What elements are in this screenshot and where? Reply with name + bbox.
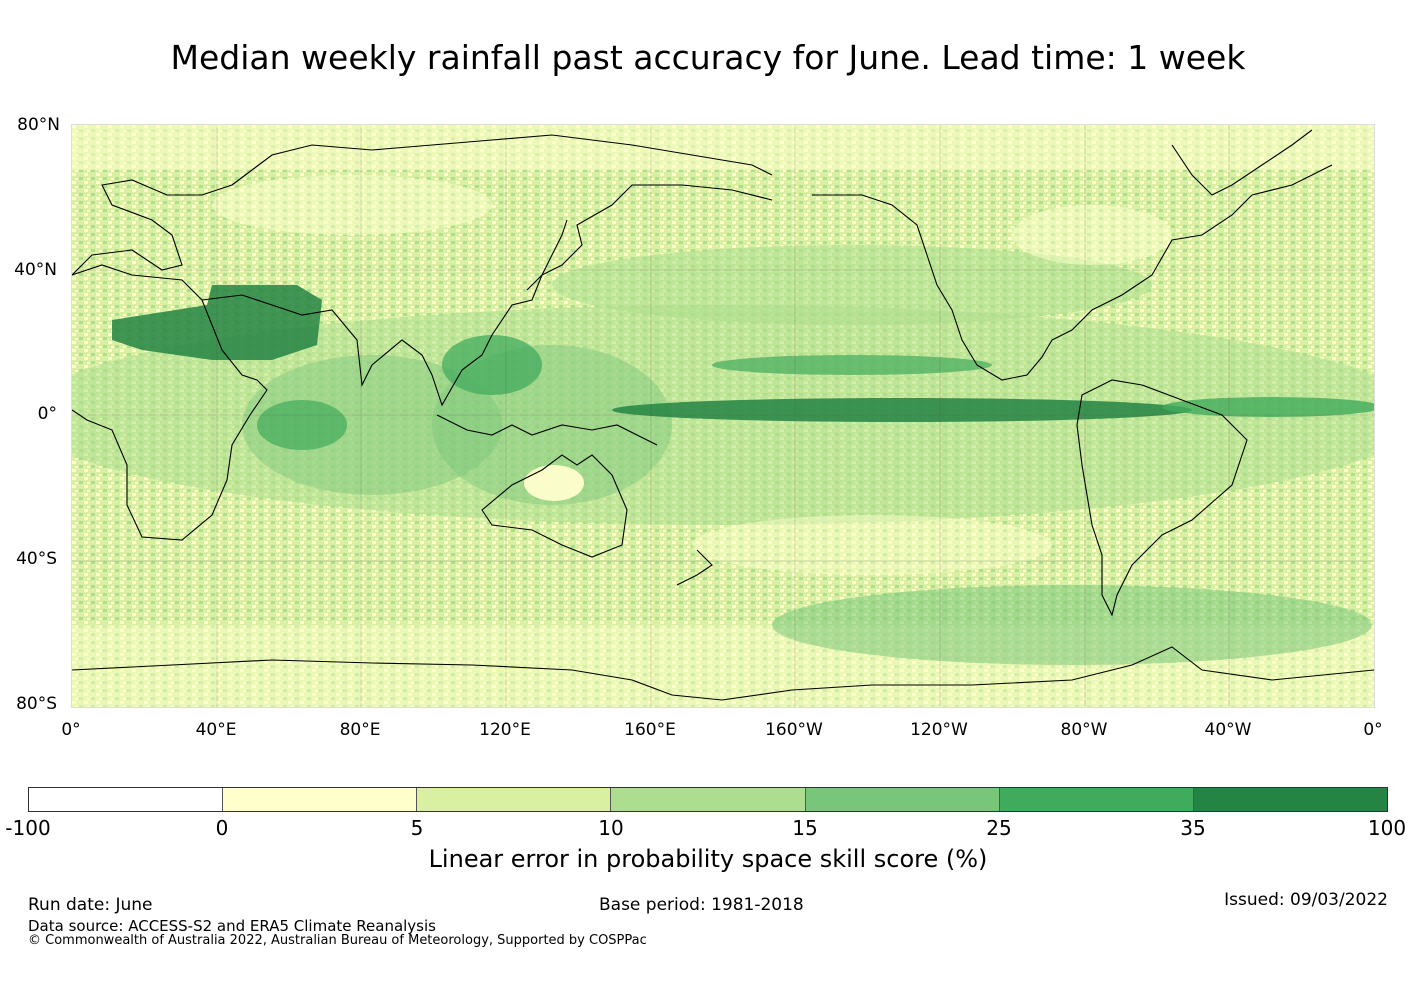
colorbar-tick-100: 100 (1367, 816, 1407, 840)
lon-label-80e: 80°E (339, 720, 381, 740)
lon-label-120e: 120°E (479, 720, 531, 740)
lat-label-80s: 80°S (16, 694, 57, 714)
lon-label-120w: 120°W (910, 720, 968, 740)
colorbar-tick-35: 35 (1180, 816, 1206, 840)
itcz-pacific (612, 398, 1192, 422)
colorbar-segment-3 (417, 788, 612, 811)
australia-interior-pale (524, 465, 584, 501)
philippine-zone (442, 335, 542, 395)
central-asia-pale (212, 175, 492, 235)
colorbar-segment-5 (805, 788, 1000, 811)
skill-map-canvas (72, 125, 1374, 707)
base-period: Base period: 1981-2018 (599, 895, 804, 915)
lon-label-40e: 40°E (195, 720, 237, 740)
colorbar-segment-6 (999, 788, 1194, 811)
skill-map (71, 124, 1375, 708)
north-america-pale (1012, 205, 1172, 265)
north-pacific-dry-zone (712, 355, 992, 375)
lat-label-40n: 40°N (14, 260, 57, 280)
map-graticule (72, 125, 1374, 707)
colorbar-segment-4 (611, 788, 806, 811)
colorbar (28, 787, 1388, 812)
arctic-pale-band (72, 125, 1374, 170)
arabian-sea-zone (257, 400, 347, 450)
coast-south-america (1076, 379, 1248, 617)
coast-australia (481, 454, 628, 558)
colorbar-tick-10: 10 (598, 816, 624, 840)
lon-label-40w: 40°W (1204, 720, 1252, 740)
north-pacific-band (552, 245, 1152, 325)
coast-africa (72, 264, 268, 541)
colorbar-tick-5: 5 (410, 816, 424, 840)
map-title: Median weekly rainfall past accuracy for… (170, 38, 1246, 77)
colorbar-segment-1 (29, 788, 224, 811)
colorbar-label: Linear error in probability space skill … (428, 845, 988, 873)
southern-ocean-band (772, 585, 1372, 665)
lat-label-40s: 40°S (16, 549, 57, 569)
coast-indonesia (436, 414, 658, 446)
data-source: Data source: ACCESS-S2 and ERA5 Climate … (28, 917, 436, 935)
lon-label-160w: 160°W (765, 720, 823, 740)
lon-label-0-left: 0° (61, 720, 81, 740)
colorbar-tick-neg100: -100 (5, 816, 51, 840)
lon-label-80w: 80°W (1060, 720, 1108, 740)
coast-north-america (812, 164, 1333, 381)
lat-label-0: 0° (37, 404, 57, 424)
coast-asia (201, 184, 773, 407)
lon-label-160e: 160°E (624, 720, 676, 740)
lon-label-0-right: 0° (1363, 720, 1383, 740)
coastlines (72, 129, 1374, 701)
coast-arctic-asia (231, 134, 773, 186)
coast-japan (526, 219, 568, 291)
colorbar-tick-0: 0 (215, 816, 229, 840)
colorbar-tick-25: 25 (986, 816, 1012, 840)
colorbar-tick-15: 15 (792, 816, 818, 840)
coast-europe (72, 179, 233, 276)
itcz-atlantic (1162, 397, 1374, 417)
colorbar-segment-2 (223, 788, 418, 811)
colorbar-segment-7 (1193, 788, 1387, 811)
coast-greenland (1171, 129, 1313, 196)
copyright-notice: © Commonwealth of Australia 2022, Austra… (28, 933, 647, 948)
lat-label-80n: 80°N (17, 115, 60, 135)
coast-new-zealand (676, 549, 713, 586)
issued-date: Issued: 09/03/2022 (1224, 890, 1388, 910)
coast-antarctica (72, 646, 1374, 701)
run-date: Run date: June (28, 895, 153, 915)
south-pacific-pale (692, 515, 1052, 575)
